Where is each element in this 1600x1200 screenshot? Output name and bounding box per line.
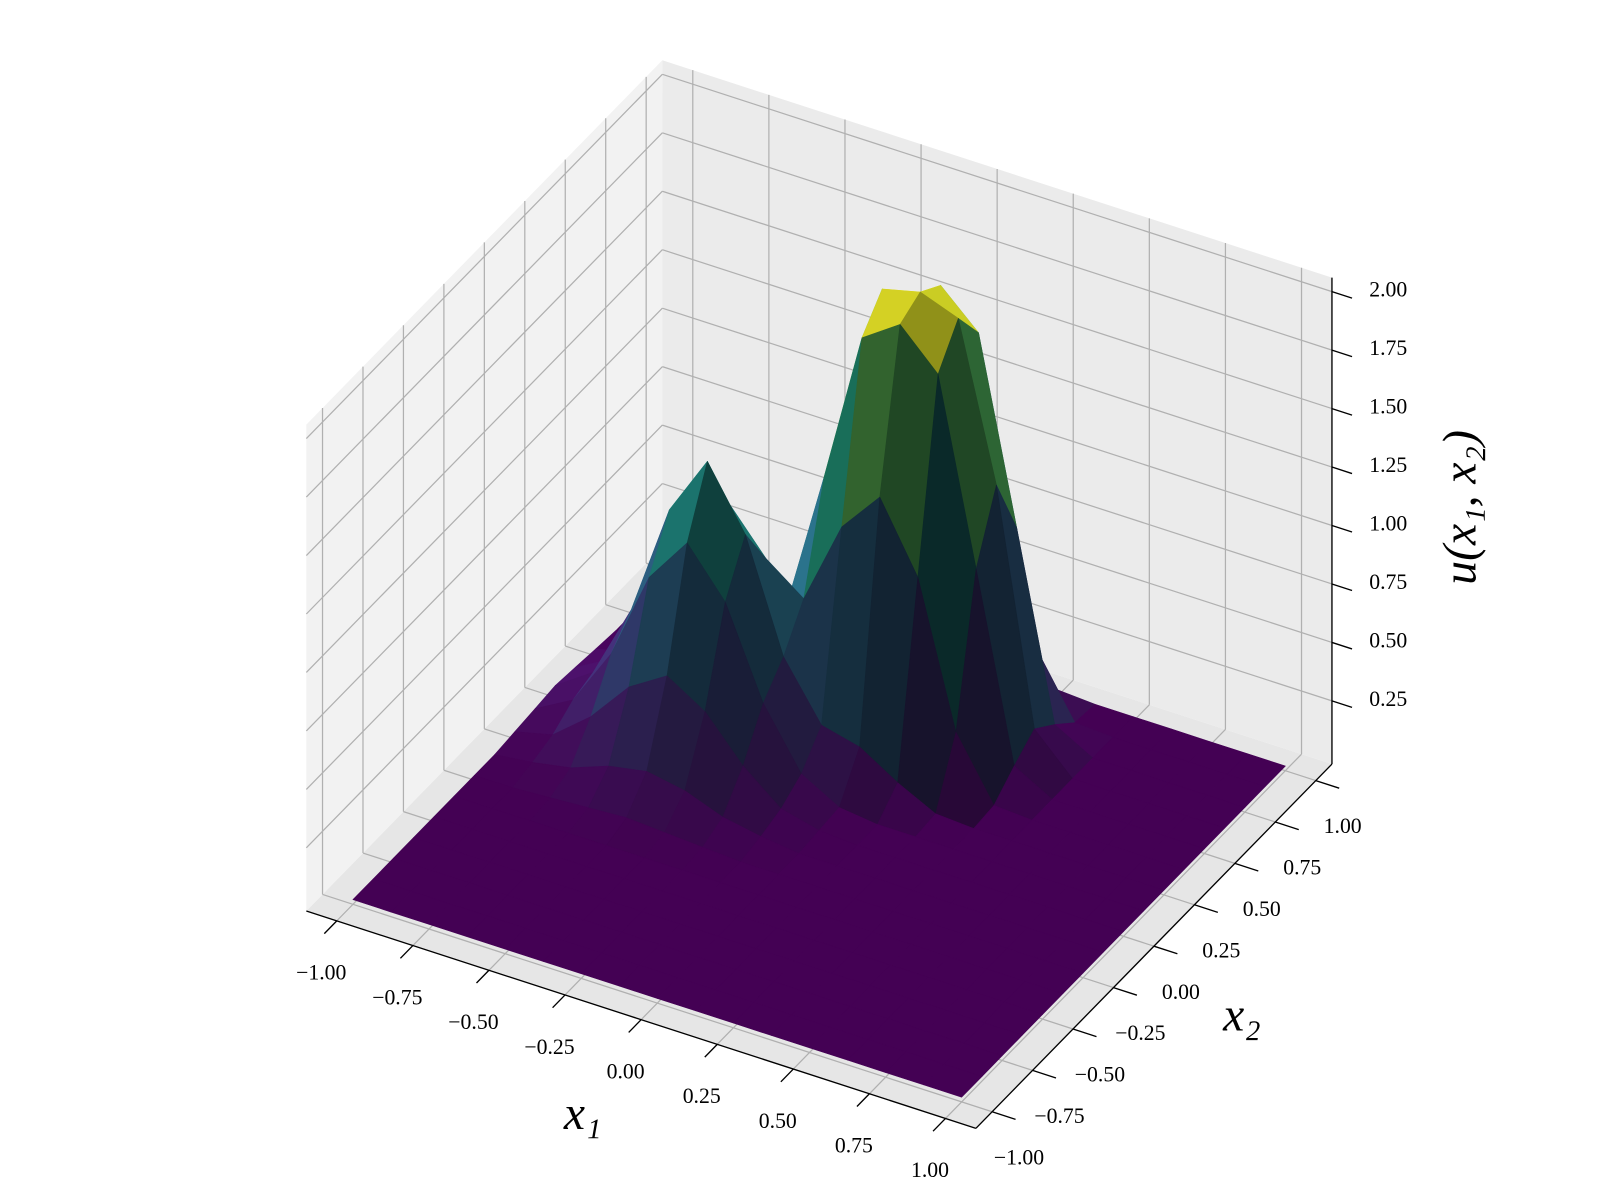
z-tick-label: 2.00 [1369,278,1407,302]
x-tick-label: 0.75 [835,1134,873,1158]
z-tick [1331,524,1353,533]
z-tick [1331,466,1353,475]
z-tick [1331,583,1353,592]
x-axis-title: x₁ [563,1088,602,1140]
grid-line [305,307,663,673]
y-tick-label: −0.25 [1115,1021,1165,1045]
y-axis-title: x₂ [1222,990,1261,1042]
x-tick [628,1019,642,1033]
z-tick-label: 0.25 [1369,687,1407,711]
labels: x₁ x₂ u(x₁, x₂) −1.00 −0.75 −0.50 −0.25 0.00… [296,278,1486,1183]
z-tick [1331,641,1353,650]
x-tick-label: −0.75 [372,985,422,1009]
grid-line [662,190,1333,410]
grid-line [662,132,1333,351]
surface [352,285,1286,1098]
z-tick-label: 1.00 [1369,511,1407,535]
y-tick-label: −0.75 [1034,1104,1084,1128]
grid-line [662,73,1333,293]
x-tick [932,1117,946,1132]
y-tick-label: 0.50 [1243,897,1281,921]
x-tick-label: 0.50 [759,1109,797,1133]
z-tick [1331,291,1353,299]
grid-line [305,483,663,849]
x-tick [704,1043,718,1058]
y-tick [1234,862,1259,872]
z-tick [1331,700,1353,709]
y-tick [1315,779,1340,789]
x-tick-label: −0.25 [524,1035,574,1059]
y-tick-label: −1.00 [994,1145,1044,1169]
y-tick-label: 1.00 [1324,814,1362,838]
grid-line [305,249,663,615]
grid-line [305,132,663,498]
y-tick-label: 0.75 [1283,856,1321,880]
y-tick-label: −0.50 [1075,1063,1125,1087]
grid-line [305,190,663,556]
x-tick-label: 0.00 [607,1059,645,1083]
x-tick [856,1093,870,1107]
x-tick [323,920,338,935]
grid-line [305,424,663,790]
z-tick-label: 0.50 [1369,628,1407,652]
z-tick [1331,407,1353,416]
z-tick-label: 0.75 [1369,570,1407,594]
z-tick-label: 1.50 [1369,395,1407,419]
y-tick-label: 0.00 [1162,980,1200,1004]
grid-line [662,307,1333,527]
y-tick [1032,1069,1057,1079]
x-tick [552,994,566,1009]
grid-line [662,249,1333,468]
x-tick-label: −0.50 [448,1010,498,1034]
x-tick-label: 0.25 [683,1084,721,1108]
y-tick [1194,904,1219,914]
y-tick [991,1111,1016,1121]
grid-line [305,73,663,440]
z-tick [1331,349,1353,358]
axes [306,277,1353,1132]
z-axis-title: u(x₁, x₂) [1434,430,1486,585]
grid-line [305,366,663,732]
x-tick-label: 1.00 [911,1158,949,1182]
grid-line [322,893,993,1113]
z-tick-label: 1.75 [1369,336,1407,360]
y-tick [1113,986,1138,996]
x-tick-label: −1.00 [296,961,346,985]
x-tick [399,945,414,959]
x-tick [476,969,490,984]
z-tick-label: 1.25 [1369,453,1407,477]
x-tick [780,1068,794,1083]
surface-patch [923,1063,983,1098]
y-tick-label: 0.25 [1202,938,1240,962]
y-tick [1153,945,1178,955]
y-tick [1072,1028,1097,1038]
y-tick [1275,821,1299,831]
